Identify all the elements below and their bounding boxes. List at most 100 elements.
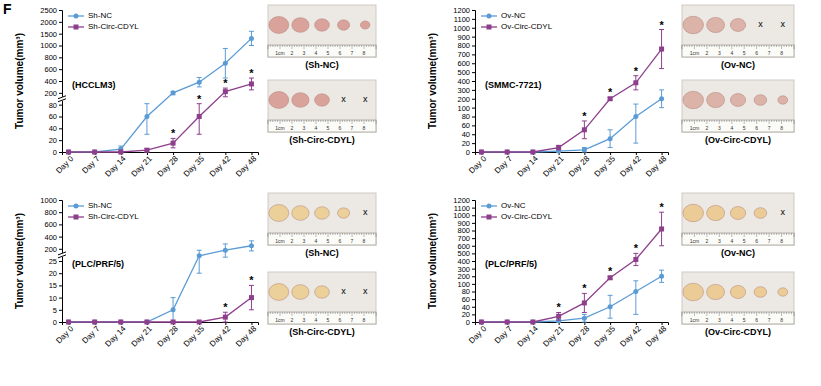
ruler-tick [352, 120, 353, 124]
tumor [269, 205, 289, 222]
error-bar-cap [249, 45, 254, 46]
ruler-tick [746, 45, 747, 47]
marker [249, 81, 254, 86]
ruler-tick [272, 312, 273, 314]
ruler-label: 7 [768, 238, 771, 244]
error-bar-cap [659, 282, 664, 283]
ruler-tick [344, 312, 345, 314]
ruler-tick [704, 120, 705, 122]
ruler-tick [764, 233, 765, 235]
ruler-tick [736, 45, 737, 47]
ruler-tick [689, 233, 690, 235]
ruler-tick [287, 312, 288, 314]
ruler-tick [366, 312, 367, 314]
y-tick-label: 2500 [40, 6, 57, 15]
ruler-tick [774, 45, 775, 47]
photo: 1cm2345678xx(Sh-Circ-CDYL) [268, 272, 376, 337]
error-bar-cap [633, 314, 638, 315]
ruler-tick [721, 120, 722, 122]
error-bar [223, 244, 228, 257]
x-tick: Day 35 [182, 322, 207, 349]
x-axis-line [476, 153, 669, 156]
ruler-label: 7 [351, 125, 354, 131]
ruler-tick [292, 233, 293, 237]
series [479, 212, 664, 324]
ruler-tick [337, 45, 338, 47]
x-tick: Day 0 [54, 322, 76, 345]
ruler-tick [330, 45, 331, 47]
significance-mark: * [197, 93, 202, 105]
y-tick-label: 40 [462, 130, 470, 139]
ruler-tick [371, 45, 372, 47]
ruler-tick [774, 120, 775, 122]
ruler-tick [275, 45, 276, 47]
ruler-tick [751, 312, 752, 314]
error-bar [633, 104, 638, 143]
ruler-label: 5 [743, 125, 746, 131]
ruler-tick [364, 45, 365, 49]
x-tick: Day 14 [515, 152, 540, 179]
ruler-tick [344, 45, 345, 47]
photo: 1cm2345678(Ov-Circ-CDYL) [682, 80, 794, 145]
significance-mark: * [634, 242, 639, 254]
ruler-label: 1cm [275, 238, 284, 244]
ruler-label: 4 [315, 125, 318, 131]
ruler-tick [756, 312, 757, 316]
y-tick-mark [59, 298, 62, 299]
tumor [315, 94, 330, 106]
ruler-tick [739, 120, 740, 122]
marker [171, 320, 176, 325]
ruler-tick [706, 45, 707, 49]
x-tick: Day 48 [644, 152, 669, 179]
ruler-tick [289, 45, 290, 47]
photo-caption: (Ov-NC) [721, 248, 755, 258]
y-tick: 200 [44, 89, 62, 98]
ruler-tick [691, 120, 692, 122]
photo-caption: (Sh-NC) [305, 248, 339, 258]
ruler-tick [739, 233, 740, 235]
ruler-tick [736, 120, 737, 122]
ruler-tick [759, 45, 760, 47]
ruler-tick [756, 233, 757, 237]
marker [505, 150, 510, 155]
ruler-tick [736, 233, 737, 235]
ruler-label: 6 [339, 317, 342, 323]
legend-entry: Ov-NC [481, 11, 526, 20]
marker [633, 257, 638, 262]
ruler-tick [689, 312, 690, 314]
ruler [682, 233, 794, 245]
ruler-tick [301, 312, 302, 314]
ruler-label: 7 [351, 238, 354, 244]
marker [223, 89, 228, 94]
y-tick-mark [59, 224, 62, 225]
ruler-tick [774, 233, 775, 235]
ruler-tick [751, 233, 752, 235]
ruler-tick [724, 312, 725, 314]
x-tick-label: Day 14 [103, 154, 128, 179]
y-tick-mark [59, 128, 62, 129]
y-tick-mark [472, 37, 475, 38]
ruler-tick [368, 233, 369, 235]
ruler-tick [311, 45, 312, 47]
x-tick: Day 0 [467, 152, 489, 175]
ruler-tick [784, 312, 785, 314]
y-tick-label: 1200 [453, 196, 470, 205]
significance-mark: * [659, 19, 664, 31]
ruler-tick [699, 233, 700, 235]
ruler-tick [280, 120, 281, 124]
ruler-tick [791, 120, 792, 122]
ruler-tick [776, 312, 777, 314]
ruler-tick [325, 120, 326, 122]
y-tick: 80 [462, 112, 475, 121]
ruler-tick [373, 45, 374, 47]
y-tick: 1000 [40, 41, 62, 50]
ruler-tick [282, 45, 283, 47]
error-bar-cap [633, 280, 638, 281]
error-bar-cap [223, 96, 228, 97]
y-tick-mark [472, 246, 475, 247]
legend-label: Ov-NC [501, 11, 526, 20]
ruler-tick [709, 312, 710, 314]
y-tick-mark [59, 57, 62, 58]
ruler-tick [275, 120, 276, 122]
tumor [292, 206, 309, 221]
